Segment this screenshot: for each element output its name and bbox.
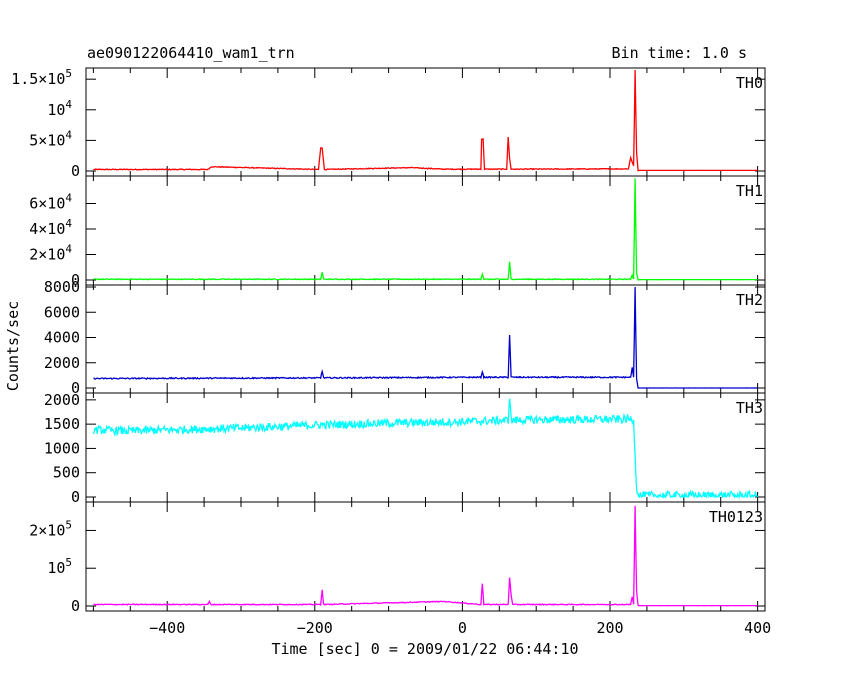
series-label: TH1 xyxy=(736,182,763,200)
panel-th2: 8000 6000 4000 2000 0 TH2 xyxy=(44,278,766,397)
x-axis: −400 −200 0 200 400 xyxy=(149,619,771,637)
y-tick-label: 2000 xyxy=(44,391,80,409)
x-axis-label: Time [sec] 0 = 2009/01/22 06:44:10 xyxy=(271,640,578,658)
series-line-th2 xyxy=(93,286,758,389)
y-tick-label: 105 xyxy=(47,556,72,577)
y-tick-label: 2×104 xyxy=(29,243,72,264)
y-tick-label: 2000 xyxy=(44,354,80,372)
y-tick-label: 1500 xyxy=(44,415,80,433)
y-tick-label: 0 xyxy=(71,162,80,180)
series-label: TH2 xyxy=(736,291,763,309)
y-tick-label: 1000 xyxy=(44,439,80,457)
y-tick-label: 8000 xyxy=(44,278,80,296)
series-label: TH3 xyxy=(736,399,763,417)
series-label: TH0123 xyxy=(709,508,763,526)
y-tick-label: 5×104 xyxy=(29,128,72,149)
panel-th0: 1.5×105 104 5×104 0 TH0 xyxy=(11,67,766,180)
x-tick-label: −400 xyxy=(149,619,185,637)
y-tick-label: 1.5×105 xyxy=(11,67,72,88)
y-tick-label: 104 xyxy=(47,98,72,119)
series-line-th0123 xyxy=(93,505,758,607)
y-tick-label: 0 xyxy=(71,597,80,615)
series-line-th0 xyxy=(93,69,758,172)
y-tick-label: 0 xyxy=(71,488,80,506)
panels-group: 1.5×105 104 5×104 0 TH0 6×104 4×104 2×104 0 TH1 80… xyxy=(11,67,766,615)
panel-th1: 6×104 4×104 2×104 0 TH1 xyxy=(29,175,766,289)
panel-frame xyxy=(85,392,766,503)
y-tick-label: 4×104 xyxy=(29,217,72,238)
y-tick-label: 6000 xyxy=(44,303,80,321)
x-tick-label: 400 xyxy=(744,619,771,637)
y-tick-label: 2×105 xyxy=(29,518,72,539)
panel-frame xyxy=(85,67,766,177)
series-label: TH0 xyxy=(736,74,763,92)
y-tick-label: 500 xyxy=(53,464,80,482)
series-line-th1 xyxy=(93,178,758,281)
chart-title: ae090122064410_wam1_trn xyxy=(87,44,295,62)
panel-th0123: 2×105 105 0 TH0123 xyxy=(29,501,766,615)
panel-frame xyxy=(85,501,766,612)
panel-th3: 2000 1500 1000 500 0 TH3 xyxy=(44,391,766,506)
series-line-th3 xyxy=(92,398,759,500)
y-tick-label: 0 xyxy=(71,271,80,289)
y-tick-label: 4000 xyxy=(44,329,80,347)
y-tick-label: 0 xyxy=(71,379,80,397)
x-tick-label: 0 xyxy=(458,619,467,637)
x-tick-label: −200 xyxy=(297,619,333,637)
y-tick-label: 6×104 xyxy=(29,192,72,213)
bin-time-label: Bin time: 1.0 s xyxy=(611,44,747,62)
panel-frame xyxy=(85,175,766,286)
y-axis-label: Counts/sec xyxy=(4,301,22,391)
x-tick-label: 200 xyxy=(596,619,623,637)
